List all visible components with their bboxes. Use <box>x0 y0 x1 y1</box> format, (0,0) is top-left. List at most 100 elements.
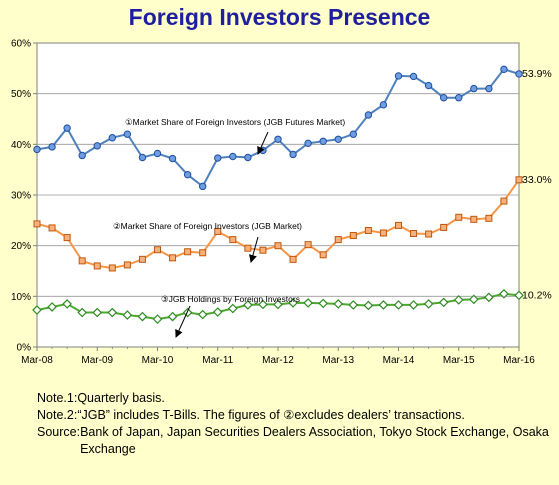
data-point <box>258 299 268 310</box>
end-value-label: 53.9% <box>522 68 552 80</box>
note-label: Note.1: <box>37 391 78 405</box>
data-point <box>198 182 207 191</box>
x-tick-label: Mar-10 <box>142 355 174 366</box>
data-point <box>303 298 313 308</box>
data-point <box>394 72 403 80</box>
data-point <box>63 124 71 132</box>
data-point <box>455 213 463 221</box>
data-point <box>229 152 237 161</box>
data-point <box>108 264 116 272</box>
data-point <box>395 221 402 229</box>
data-point <box>349 232 357 240</box>
annotation-arrow <box>249 236 259 263</box>
data-point <box>197 309 208 320</box>
data-point <box>274 242 282 250</box>
x-tick-label: Mar-13 <box>322 355 354 366</box>
series-annotation: ②Market Share of Foreign Investors (JGB … <box>113 221 302 231</box>
data-point <box>167 311 178 322</box>
x-tick-label: Mar-15 <box>443 355 475 366</box>
data-point <box>304 139 312 148</box>
data-point <box>408 300 419 310</box>
data-point <box>33 145 41 154</box>
annotation-arrow <box>175 305 191 338</box>
data-point <box>500 65 508 74</box>
data-point <box>409 72 418 81</box>
data-point <box>304 241 312 249</box>
data-point <box>440 223 448 231</box>
data-point <box>138 153 147 162</box>
y-tick-label: 0% <box>17 343 32 354</box>
data-point <box>47 302 57 312</box>
data-point <box>63 234 71 242</box>
data-point <box>108 134 117 142</box>
data-point <box>424 81 433 90</box>
data-point <box>244 153 252 162</box>
end-value-label: 10.2% <box>522 289 552 301</box>
note-text: Bank of Japan, Japan Securities Dealers … <box>80 425 549 456</box>
data-point <box>274 135 282 143</box>
data-point <box>78 151 86 160</box>
data-point <box>425 230 433 238</box>
data-point <box>289 150 297 159</box>
data-point <box>468 294 479 305</box>
y-tick-label: 30% <box>11 191 31 202</box>
line-chart: 0% 10% 20% 30% 40% 50% 60% Mar-08 Mar-09 Mar-10 Ma… <box>11 39 552 367</box>
note-label: Source: <box>37 425 81 439</box>
data-point <box>123 261 131 269</box>
data-point <box>214 227 222 235</box>
data-point <box>438 297 449 308</box>
data-point <box>319 251 327 259</box>
data-point <box>289 255 297 263</box>
data-point <box>485 84 493 93</box>
data-point <box>93 262 101 270</box>
data-point <box>152 314 163 324</box>
data-point <box>243 300 253 310</box>
note-2: Note.2: “JGB” includes T-Bills. The figu… <box>37 407 552 424</box>
y-tick-label: 40% <box>11 140 31 151</box>
data-point <box>348 300 359 310</box>
data-point <box>318 298 329 309</box>
data-point <box>364 226 372 234</box>
data-point <box>319 137 327 145</box>
data-point <box>514 290 524 301</box>
data-point <box>123 130 132 138</box>
data-point <box>334 135 342 143</box>
data-point <box>107 307 118 318</box>
data-point <box>32 305 42 315</box>
x-tick-label: Mar-16 <box>503 355 535 366</box>
series-annotation: ①Market Share of Foreign Investors (JGB … <box>125 117 345 127</box>
note-label: Note.2: <box>37 408 78 422</box>
data-point <box>439 94 448 102</box>
data-point <box>212 307 223 317</box>
note-1: Note.1: Quarterly basis. <box>37 390 552 407</box>
data-point <box>379 101 388 109</box>
data-point <box>364 111 373 119</box>
data-point <box>33 220 41 228</box>
data-point <box>470 215 478 223</box>
data-point <box>423 299 434 309</box>
data-point <box>227 303 238 314</box>
chart-title: Foreign Investors Presence <box>128 4 431 30</box>
data-point <box>122 310 133 320</box>
data-point <box>168 154 177 163</box>
data-point <box>48 224 56 232</box>
data-point <box>92 307 103 318</box>
data-point <box>515 70 523 78</box>
notes-block: Note.1: Quarterly basis. Note.2: “JGB” i… <box>37 390 552 458</box>
data-point <box>153 149 162 158</box>
data-point <box>184 248 192 256</box>
data-point <box>484 292 494 303</box>
x-tick-label: Mar-14 <box>383 355 415 366</box>
data-point <box>334 236 342 244</box>
x-tick-label: Mar-09 <box>81 355 113 366</box>
data-point <box>500 197 508 205</box>
data-point <box>453 295 464 305</box>
data-point <box>62 299 72 309</box>
data-point <box>379 229 387 237</box>
y-tick-label: 20% <box>11 241 31 252</box>
y-tick-label: 10% <box>11 292 31 303</box>
data-point <box>48 143 56 151</box>
data-point <box>378 300 389 310</box>
end-value-label: 33.0% <box>522 174 552 186</box>
annotation-arrow <box>257 131 269 155</box>
